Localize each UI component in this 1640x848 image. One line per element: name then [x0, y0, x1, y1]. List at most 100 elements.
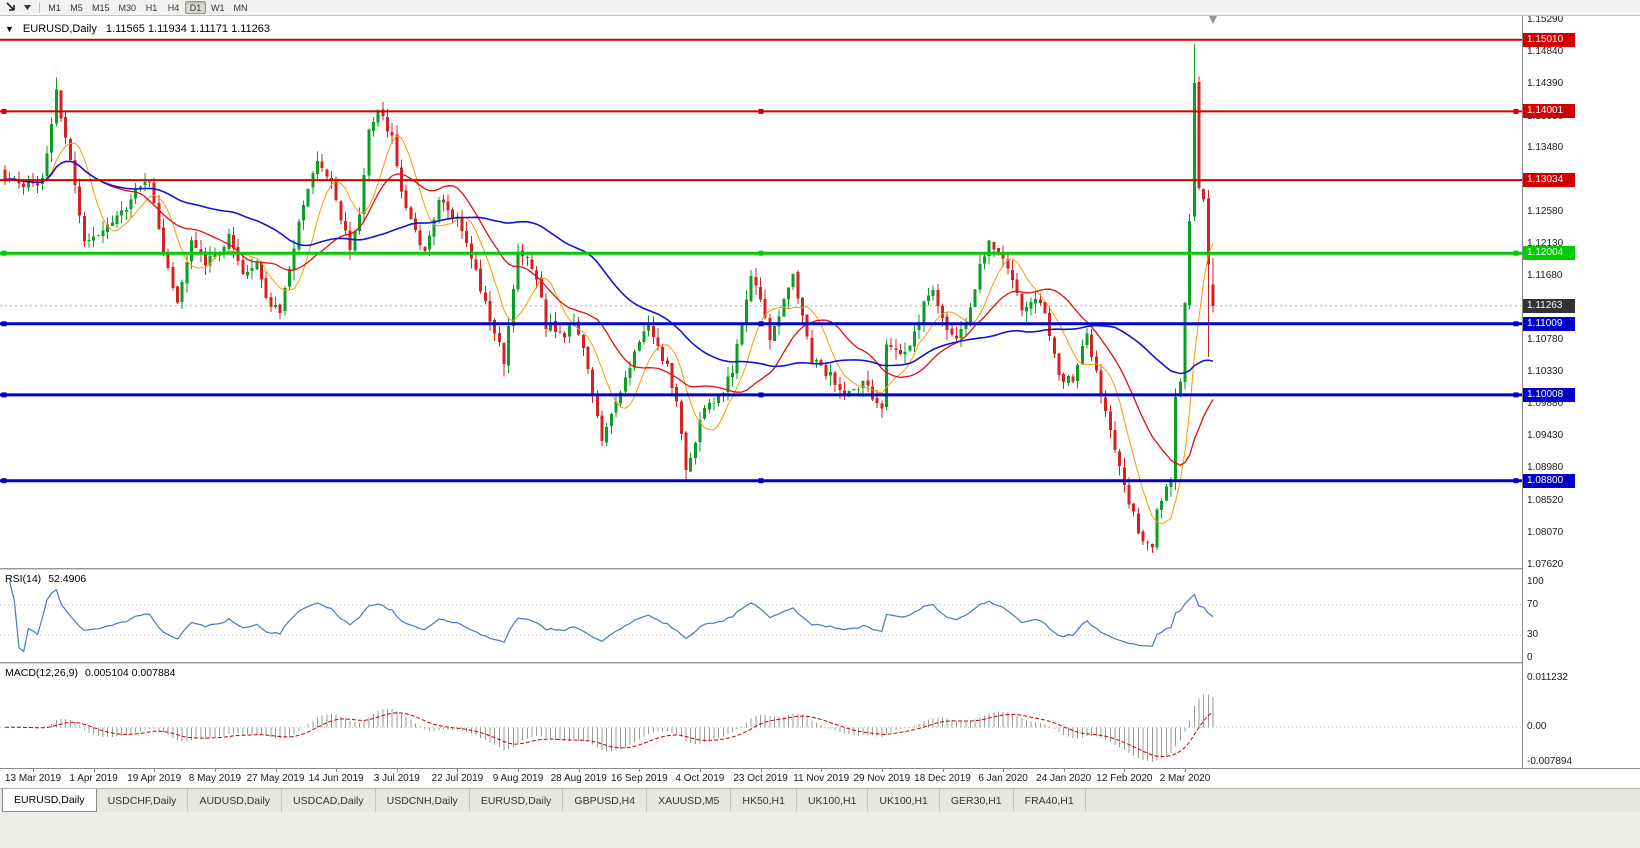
rsi-panel[interactable]: RSI(14) 52.4906 [0, 570, 1522, 662]
macd-name: MACD(12,26,9) [5, 667, 78, 679]
one-click-caret-icon[interactable]: ▼ [5, 23, 14, 34]
panel-splitter-macd[interactable] [0, 662, 1640, 664]
timeframe-button-d1[interactable]: D1 [185, 1, 207, 14]
price-badge-1.11009: 1.11009 [1523, 316, 1575, 331]
date-axis[interactable]: 13 Mar 2019 1 Apr 2019 19 Apr 2019 8 May 20… [0, 768, 1640, 788]
chart-tab-2-audusd-daily[interactable]: AUDUSD,Daily [188, 789, 283, 812]
date-tick [214, 769, 216, 772]
date-tick [33, 769, 34, 772]
macd-histogram [18, 694, 1214, 762]
chart-tab-9-uk100-h1[interactable]: UK100,H1 [796, 789, 869, 812]
hline-1.11009[interactable] [0, 321, 1522, 327]
chart-tab-3-usdcad-daily[interactable]: USDCAD,Daily [282, 789, 376, 812]
rsi-tick-0: 0 [1527, 652, 1533, 663]
timeframe-button-w1[interactable]: W1 [211, 3, 225, 13]
current-price-badge: 1.11263 [1523, 298, 1575, 313]
price-badge-1.08800: 1.08800 [1523, 473, 1575, 488]
price-tick-1.14840: 1.14840 [1527, 45, 1564, 57]
ma-50-line [4, 160, 1214, 375]
timeframe-toolbar: M1 M5 M15 M30 H1 H4 D1 W1 MN [0, 0, 1640, 16]
chart-tab-5-eurusd-daily[interactable]: EURUSD,Daily [469, 789, 564, 812]
date-label-12-feb-2020: 12 Feb 2020 [1096, 773, 1153, 784]
price-badge-1.15010: 1.15010 [1523, 32, 1575, 47]
rsi-tick-70: 70 [1527, 598, 1539, 610]
rsi-tick-100: 100 [1527, 576, 1544, 587]
rsi-line [9, 581, 1214, 653]
date-label-19-apr-2019: 19 Apr 2019 [127, 773, 182, 784]
price-tick-1.14390: 1.14390 [1527, 77, 1564, 89]
date-label-2-mar-2020: 2 Mar 2020 [1159, 773, 1211, 784]
date-tick [396, 769, 398, 772]
date-tick [760, 769, 762, 772]
timeframe-button-m5[interactable]: M5 [70, 3, 83, 13]
price-tick-1.10780: 1.10780 [1527, 334, 1564, 346]
candles [3, 44, 1215, 554]
macd-signal-line [5, 711, 1214, 758]
price-badge-1.13034: 1.13034 [1523, 173, 1575, 188]
candlestick-chart [0, 16, 1522, 554]
date-label-11-nov-2019: 11 Nov 2019 [793, 773, 850, 784]
chart-arrow-icon[interactable] [3, 1, 19, 14]
dropdown-caret-icon[interactable] [19, 1, 35, 14]
timeframe-button-mn[interactable]: MN [233, 3, 248, 13]
hline-1.10008[interactable] [0, 392, 1522, 398]
chart-tab-0-eurusd-daily[interactable]: EURUSD,Daily [2, 789, 97, 812]
bottom-filler [0, 812, 1640, 848]
chart-tab-4-usdcnh-daily[interactable]: USDCNH,Daily [375, 789, 470, 812]
price-badge-1.12004: 1.12004 [1523, 246, 1575, 261]
chart-tab-1-usdchf-daily[interactable]: USDCHF,Daily [96, 789, 189, 812]
date-label-23-oct-2019: 23 Oct 2019 [733, 773, 788, 784]
macd-chart [0, 694, 1522, 762]
timeframe-button-m1[interactable]: M1 [48, 3, 61, 13]
macd-label: MACD(12,26,9) 0.005104 0.007884 [5, 667, 175, 679]
date-label-13-mar-2019: 13 Mar 2019 [4, 773, 62, 784]
hline-1.12004[interactable] [0, 250, 1522, 256]
timeframe-button-m30[interactable]: M30 [118, 3, 137, 13]
date-tick [1063, 769, 1065, 772]
price-tick-1.12130: 1.12130 [1527, 238, 1564, 250]
price-tick-1.08520: 1.08520 [1527, 494, 1564, 506]
rsi-name: RSI(14) [5, 573, 42, 585]
price-badge-1.10008: 1.10008 [1523, 387, 1575, 402]
date-tick [154, 769, 156, 772]
timeframe-button-h4[interactable]: H4 [167, 3, 180, 13]
date-tick [578, 769, 580, 772]
chart-tab-7-xauusd-m5[interactable]: XAUUSD,M5 [647, 789, 732, 812]
date-label-4-oct-2019: 4 Oct 2019 [675, 773, 725, 784]
macd-tick-0.00: 0.00 [1527, 721, 1547, 733]
date-tick [881, 769, 883, 772]
main-chart-panel[interactable]: ▼ EURUSD,Daily 1.11565 1.11934 1.11171 1… [0, 16, 1522, 568]
price-axis[interactable]: 1.152901.148401.143901.139301.134801.130… [1522, 14, 1640, 768]
date-label-14-jun-2019: 14 Jun 2019 [308, 773, 364, 784]
macd-panel[interactable]: MACD(12,26,9) 0.005104 0.007884 [0, 664, 1522, 768]
date-label-9-aug-2019: 9 Aug 2019 [492, 773, 544, 784]
date-label-3-jul-2019: 3 Jul 2019 [373, 773, 420, 784]
chart-shift-marker[interactable] [1209, 16, 1217, 24]
price-tick-1.11680: 1.11680 [1527, 270, 1563, 282]
date-label-28-aug-2019: 28 Aug 2019 [550, 773, 607, 784]
price-tick-1.08070: 1.08070 [1527, 526, 1564, 538]
macd-values: 0.005104 0.007884 [84, 667, 176, 679]
chart-tab-11-ger30-h1[interactable]: GER30,H1 [939, 789, 1014, 812]
date-tick [457, 769, 459, 772]
date-tick [1003, 769, 1005, 772]
chart-tab-8-hk50-h1[interactable]: HK50,H1 [731, 789, 797, 812]
date-tick [639, 769, 641, 772]
date-label-27-may-2019: 27 May 2019 [246, 773, 305, 784]
timeframe-button-h1[interactable]: H1 [145, 3, 158, 13]
price-tick-1.13480: 1.13480 [1527, 142, 1564, 154]
hline-1.08800[interactable] [0, 478, 1522, 484]
chart-tab-10-uk100-h1[interactable]: UK100,H1 [868, 789, 940, 812]
date-label-24-jan-2020: 24 Jan 2020 [1036, 773, 1092, 784]
chart-tab-12-fra40-h1[interactable]: FRA40,H1 [1013, 789, 1086, 812]
timeframe-button-m15[interactable]: M15 [92, 3, 110, 13]
panel-splitter-rsi[interactable] [0, 568, 1640, 570]
date-tick [699, 769, 701, 772]
price-tick-1.10330: 1.10330 [1527, 366, 1564, 377]
hline-1.14001[interactable] [0, 108, 1522, 114]
macd-tick--0.007894: -0.007894 [1527, 756, 1573, 767]
rsi-tick-30: 30 [1527, 629, 1539, 641]
chart-tab-6-gbpusd-h4[interactable]: GBPUSD,H4 [563, 789, 648, 812]
price-tick-1.09880: 1.09880 [1527, 398, 1564, 409]
